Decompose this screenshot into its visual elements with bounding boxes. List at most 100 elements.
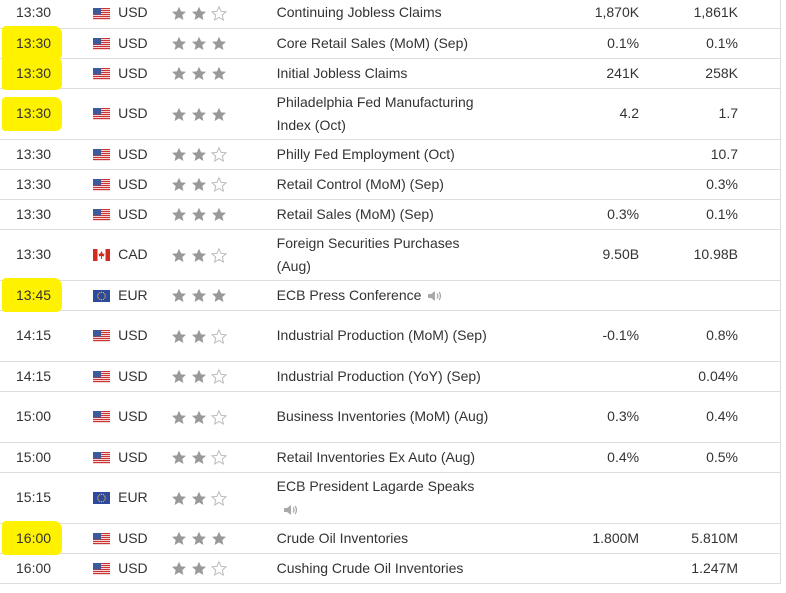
star-filled: [191, 289, 206, 303]
forecast-cell: [505, 169, 640, 200]
time: 16:00: [16, 529, 52, 546]
forecast-cell: 0.1%: [505, 28, 640, 59]
star-filled: [171, 6, 186, 21]
forecast: -0.1%: [602, 327, 640, 343]
star-filled: [191, 370, 206, 384]
time-cell: 13:30: [0, 0, 94, 29]
time-cell: 13:45: [0, 278, 94, 312]
importance-cell: [170, 199, 277, 230]
event-cell: Cushing Crude Oil Inventories: [276, 553, 506, 584]
audio-icon: [428, 290, 442, 301]
event-name: Core Retail Sales (MoM) (Sep): [276, 34, 469, 51]
previous-cell: 5.810M: [639, 523, 781, 554]
previous-cell: 258K: [639, 58, 781, 89]
importance-cell: [170, 310, 277, 362]
event-cell: Philly Fed Employment (Oct): [276, 139, 506, 170]
forecast-cell: 241K: [505, 58, 640, 89]
currency-cell: USD: [93, 553, 171, 584]
event-name: Initial Jobless Claims: [276, 64, 408, 81]
time-cell: 13:30: [0, 26, 94, 60]
importance-cell: [170, 553, 277, 584]
event-name: Business Inventories (MoM) (Aug): [276, 408, 489, 424]
time: 15:00: [16, 408, 52, 424]
event-name: Philadelphia Fed Manufacturing Index (Oc…: [276, 93, 474, 133]
currency: USD: [118, 367, 148, 384]
currency-cell: USD: [93, 199, 171, 230]
time: 13:30: [16, 205, 52, 222]
currency-cell: USD: [93, 310, 171, 362]
previous: 258K: [705, 64, 738, 81]
time-cell: 13:30: [0, 199, 94, 230]
star-filled: [191, 67, 206, 81]
flag: [93, 451, 111, 464]
previous: 1.247M: [691, 559, 738, 576]
event-cell: Continuing Jobless Claims: [276, 0, 506, 29]
star-filled: [191, 248, 206, 262]
forecast: 241K: [606, 64, 640, 81]
flag: [93, 532, 111, 545]
event-row: 13:45 EUR ECB Press Conference: [0, 278, 781, 312]
event-row: 15:15 EUR ECB President Lagarde Speaks: [0, 472, 781, 524]
event-cell: Foreign Securities Purchases (Aug): [276, 229, 506, 281]
star-filled: [171, 410, 186, 424]
forecast-cell: [505, 472, 640, 524]
event-name: ECB Press Conference: [276, 286, 422, 303]
time: 15:15: [16, 489, 52, 505]
currency: USD: [118, 34, 148, 51]
time: 13:30: [16, 145, 52, 162]
currency: USD: [118, 4, 148, 21]
highlight: [2, 96, 62, 131]
event-cell: Retail Control (MoM) (Sep): [276, 169, 506, 200]
flag: [93, 37, 111, 50]
flag: [93, 289, 111, 302]
star-filled: [171, 562, 186, 576]
event-cell: Industrial Production (YoY) (Sep): [276, 361, 506, 392]
star-filled: [191, 37, 206, 51]
forecast: 1.800M: [592, 529, 640, 546]
forecast-cell: 4.2: [505, 88, 640, 140]
star-empty: [210, 490, 227, 506]
star-filled: [171, 178, 186, 192]
time: 14:15: [16, 367, 52, 384]
previous-cell: 1.247M: [639, 553, 781, 584]
time-cell: 15:00: [0, 391, 94, 443]
events-table: 13:30 USD Continuing Jobless Claims 1,870K 1…: [0, 0, 781, 584]
event-cell: ECB President Lagarde Speaks: [276, 472, 506, 524]
currency: EUR: [118, 489, 148, 505]
forecast-cell: [505, 280, 640, 311]
previous: 0.1%: [706, 34, 738, 51]
previous: 0.5%: [706, 448, 738, 465]
time: 13:30: [16, 175, 52, 192]
time: 13:30: [16, 246, 52, 262]
event-name: Philly Fed Employment (Oct): [276, 145, 455, 162]
audio-icon: [283, 504, 297, 515]
time-cell: 15:00: [0, 442, 94, 473]
forecast: 0.3%: [607, 205, 640, 222]
currency-cell: USD: [93, 523, 171, 554]
time-cell: 13:30: [0, 229, 94, 281]
event-row: 13:30 USD Initial Jobless Claims 241K 258K: [0, 56, 781, 90]
star-filled: [171, 208, 186, 222]
event-cell: Core Retail Sales (MoM) (Sep): [276, 28, 506, 59]
previous-cell: 0.3%: [639, 169, 781, 200]
previous-cell: 0.8%: [639, 310, 781, 362]
importance-cell: [170, 280, 277, 311]
event-name: Continuing Jobless Claims: [276, 4, 442, 21]
previous: 1.7: [718, 105, 738, 121]
time: 13:30: [16, 64, 52, 81]
flag: [93, 208, 111, 221]
time: 13:45: [16, 286, 52, 303]
time: 13:30: [16, 34, 52, 51]
importance-cell: [170, 472, 277, 524]
event-cell: Retail Sales (MoM) (Sep): [276, 199, 506, 230]
forecast-cell: [505, 553, 640, 584]
star-filled: [211, 107, 226, 121]
flag: [93, 7, 111, 20]
currency: USD: [118, 145, 148, 162]
event-cell: ECB Press Conference: [276, 280, 506, 311]
event-row: 13:30 USD Philadelphia Fed Manufacturing I…: [0, 88, 781, 140]
flag: [93, 148, 111, 161]
star-empty: [210, 449, 227, 466]
star-filled: [171, 532, 186, 546]
time-cell: 13:30: [0, 139, 94, 170]
